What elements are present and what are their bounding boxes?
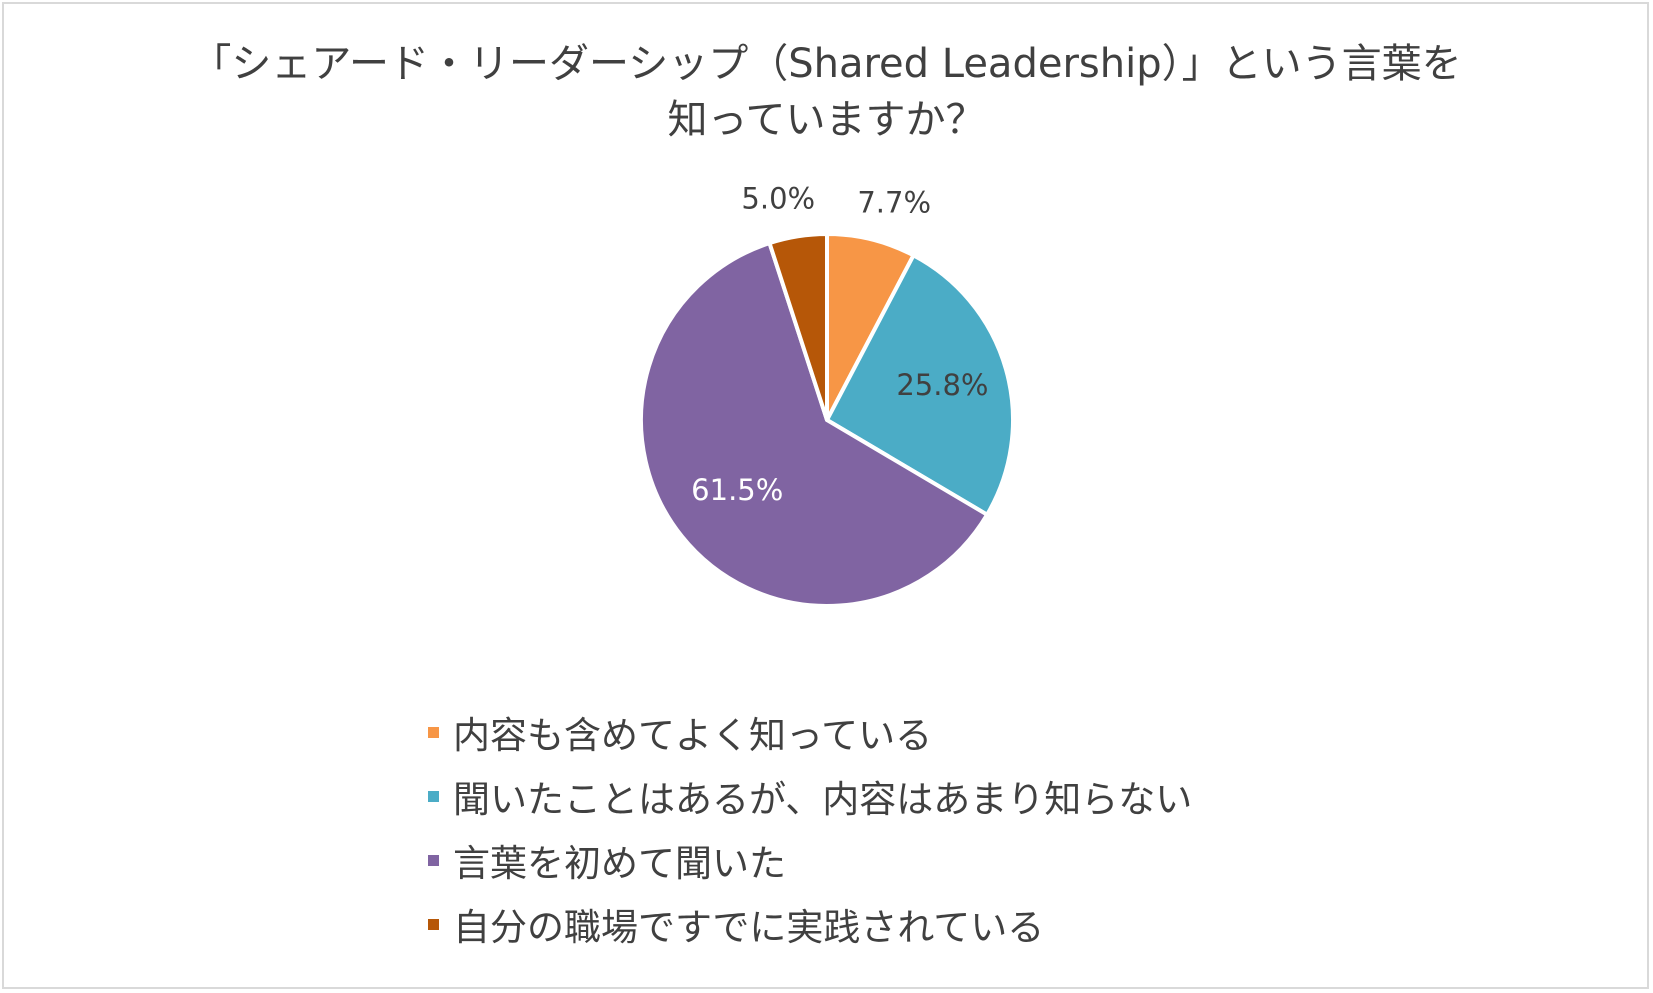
legend-item-1: 聞いたことはあるが、内容はあまり知らない: [428, 764, 1192, 828]
data-label-2: 61.5%: [691, 473, 783, 507]
legend-swatch-0: [428, 726, 439, 738]
legend-label-3: 自分の職場ですでに実践されている: [453, 906, 1045, 949]
chart-title-line-1: 「シェアード・リーダーシップ（Shared Leadership）」という言葉を: [191, 41, 1462, 87]
legend-item-0: 内容も含めてよく知っている: [428, 700, 1192, 764]
chart-title: 「シェアード・リーダーシップ（Shared Leadership）」という言葉を…: [0, 36, 1653, 148]
data-label-1: 25.8%: [896, 368, 988, 402]
data-label-3: 5.0%: [741, 182, 815, 216]
legend-swatch-3: [428, 918, 439, 930]
pie-slice-1: [825, 253, 1015, 517]
pie-slice-3: [767, 232, 829, 422]
legend-label-2: 言葉を初めて聞いた: [453, 842, 786, 885]
legend-swatch-1: [428, 790, 439, 802]
chart-title-line-2: 知っていますか？: [667, 97, 986, 143]
pie-slice-2: [639, 241, 990, 608]
legend-label-0: 内容も含めてよく知っている: [453, 714, 933, 757]
legend-label-1: 聞いたことはあるが、内容はあまり知らない: [453, 778, 1193, 821]
legend-item-2: 言葉を初めて聞いた: [428, 828, 1192, 892]
chart-legend: 内容も含めてよく知っている 聞いたことはあるが、内容はあまり知らない 言葉を初め…: [428, 700, 1192, 956]
legend-swatch-2: [428, 854, 439, 866]
data-label-0: 7.7%: [857, 185, 931, 219]
legend-item-3: 自分の職場ですでに実践されている: [428, 892, 1192, 956]
